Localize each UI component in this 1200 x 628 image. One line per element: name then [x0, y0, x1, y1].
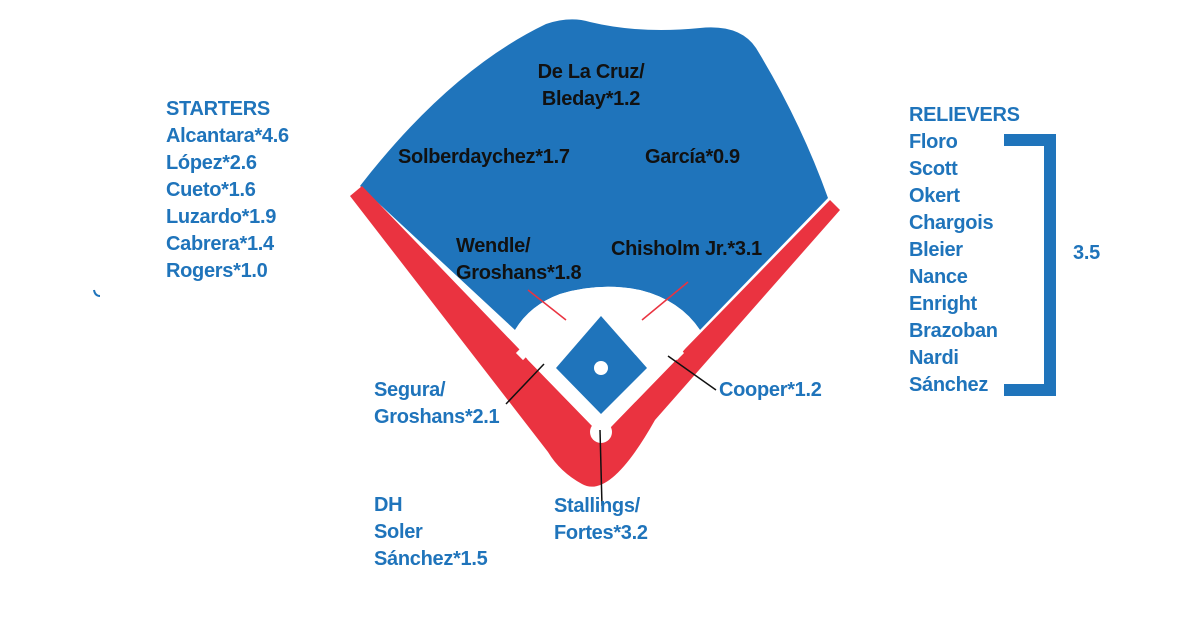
- starter-item: Alcantara*4.6: [166, 125, 289, 147]
- third-base-marker: [515, 345, 531, 361]
- starters-list: STARTERS Alcantara*4.6 López*2.6 Cueto*1…: [166, 96, 289, 285]
- leader-line-third-base: [505, 363, 545, 405]
- pitchers-mound: [594, 361, 608, 375]
- reliever-item: Scott: [909, 158, 958, 180]
- position-text: Solberdaychez*1.7: [398, 146, 570, 168]
- relievers-list: RELIEVERS Floro Scott Okert Chargois Ble…: [909, 102, 1020, 399]
- leader-line-shortstop: [641, 281, 689, 321]
- position-catcher: Stallings/ Fortes*3.2: [554, 493, 648, 547]
- position-shortstop: Chisholm Jr.*3.1: [611, 236, 762, 263]
- position-text: Chisholm Jr.*3.1: [611, 238, 762, 260]
- relievers-group-value: 3.5: [1073, 242, 1100, 264]
- outfield-grass: [360, 19, 828, 331]
- dh-item: Soler: [374, 521, 423, 543]
- position-third-base: Segura/ Groshans*2.1: [374, 377, 500, 431]
- relievers-bracket: [1004, 134, 1056, 396]
- position-right-field: García*0.9: [645, 144, 740, 171]
- home-plate-circle: [590, 421, 612, 443]
- position-text: Fortes*3.2: [554, 522, 648, 544]
- dh-list: DH Soler Sánchez*1.5: [374, 492, 488, 573]
- position-text: Stallings/: [554, 495, 640, 517]
- position-text: Segura/: [374, 379, 446, 401]
- position-text: García*0.9: [645, 146, 740, 168]
- reliever-item: Nance: [909, 266, 968, 288]
- starter-item: Rogers*1.0: [166, 260, 268, 282]
- reliever-item: Nardi: [909, 347, 959, 369]
- first-base-marker: [669, 345, 685, 361]
- starter-item: Cueto*1.6: [166, 179, 256, 201]
- position-second-base: Wendle/ Groshans*1.8: [456, 233, 582, 287]
- reliever-item: Brazoban: [909, 320, 998, 342]
- leader-line-catcher: [599, 429, 603, 507]
- dh-item: Sánchez*1.5: [374, 548, 488, 570]
- reliever-item: Floro: [909, 131, 958, 153]
- dh-heading: DH: [374, 494, 403, 516]
- leader-line-second-base: [527, 289, 567, 321]
- position-text: Wendle/: [456, 235, 531, 257]
- position-text: Cooper*1.2: [719, 379, 822, 401]
- reliever-item: Bleier: [909, 239, 963, 261]
- reliever-item: Okert: [909, 185, 960, 207]
- position-text: Groshans*1.8: [456, 262, 582, 284]
- reliever-item: Enright: [909, 293, 977, 315]
- position-first-base: Cooper*1.2: [719, 377, 822, 404]
- stray-mark: [93, 289, 101, 297]
- position-left-field: Solberdaychez*1.7: [398, 144, 570, 171]
- starters-heading: STARTERS: [166, 98, 270, 120]
- position-text: De La Cruz/: [537, 61, 645, 83]
- position-center-field: De La Cruz/ Bleday*1.2: [516, 59, 666, 113]
- relievers-heading: RELIEVERS: [909, 104, 1020, 126]
- starter-item: Cabrera*1.4: [166, 233, 274, 255]
- position-text: Bleday*1.2: [541, 88, 641, 110]
- starter-item: Luzardo*1.9: [166, 206, 277, 228]
- leader-line-first-base: [667, 355, 717, 391]
- reliever-item: Sánchez: [909, 374, 989, 396]
- reliever-item: Chargois: [909, 212, 994, 234]
- position-text: Groshans*2.1: [374, 406, 500, 428]
- starter-item: López*2.6: [166, 152, 257, 174]
